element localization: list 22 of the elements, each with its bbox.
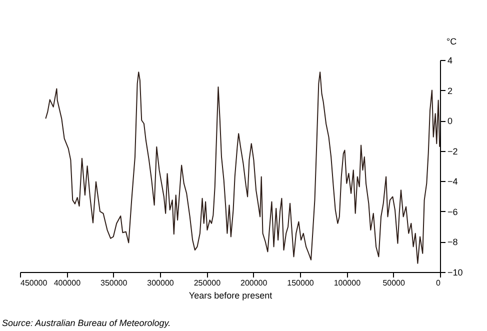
x-tick-label: 100000 bbox=[334, 278, 362, 288]
y-tick-label: −8 bbox=[448, 237, 458, 248]
x-tick-label: 400000 bbox=[54, 278, 82, 288]
x-tick-label: 300000 bbox=[147, 278, 174, 288]
y-tick-label: 0 bbox=[448, 116, 453, 126]
source-note: Source: Australian Bureau of Meteorology. bbox=[2, 318, 171, 328]
x-tick-label: 200000 bbox=[240, 278, 268, 288]
x-tick-label: 150000 bbox=[287, 278, 314, 288]
y-tick-label: −2 bbox=[448, 146, 458, 156]
x-tick-label: 50000 bbox=[382, 278, 406, 288]
y-tick-label: −10 bbox=[448, 268, 463, 278]
y-tick-label: 2 bbox=[448, 86, 453, 96]
y-tick-label: 4 bbox=[448, 56, 453, 66]
x-tick-label: 0 bbox=[436, 278, 442, 288]
x-tick-label: 450000 bbox=[20, 278, 48, 288]
y-tick-label: −6 bbox=[448, 206, 458, 217]
x-axis-title: Years before present bbox=[188, 290, 273, 300]
line-series bbox=[45, 72, 440, 264]
y-axis-title: °C bbox=[446, 36, 458, 46]
x-tick-label: 350000 bbox=[100, 278, 128, 288]
y-tick-label: −4 bbox=[448, 176, 458, 187]
x-tick-label: 250000 bbox=[194, 278, 222, 288]
